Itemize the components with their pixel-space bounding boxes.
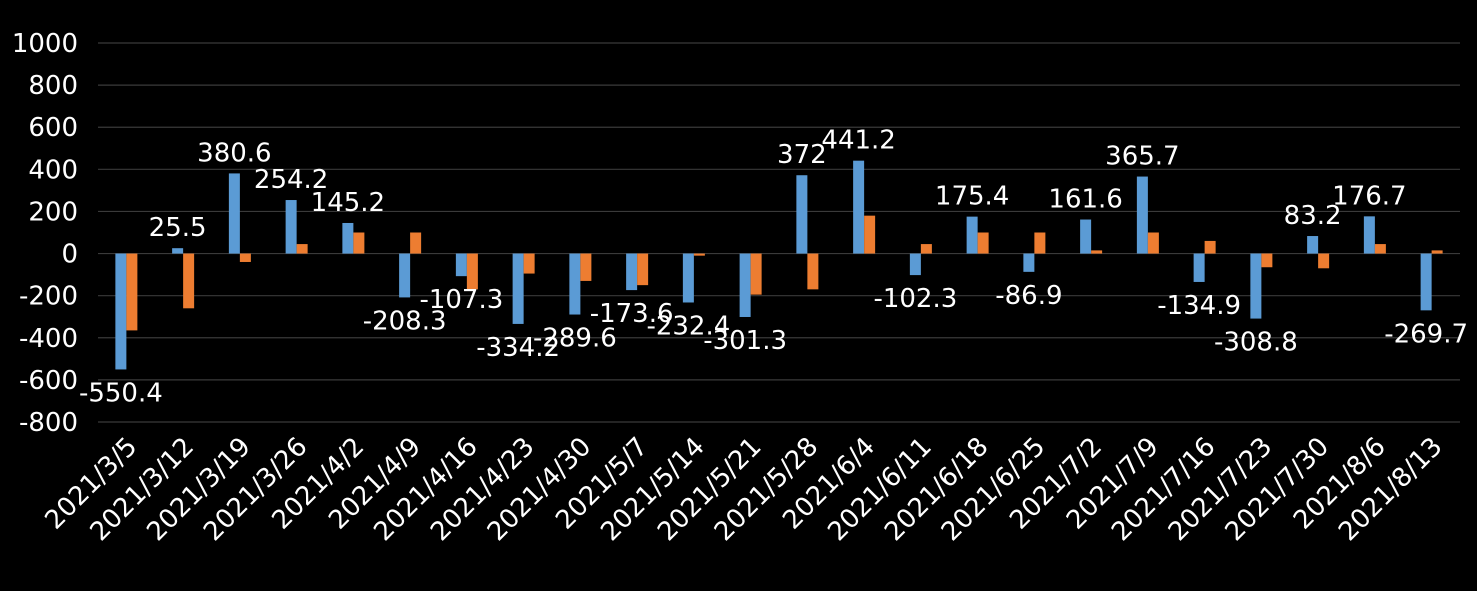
bar-blue <box>228 173 240 254</box>
bar-blue <box>909 253 921 276</box>
data-label: -289.6 <box>533 324 617 354</box>
data-label: 441.2 <box>821 126 895 156</box>
bar-orange <box>693 253 705 256</box>
data-label: -301.3 <box>703 326 787 356</box>
bar-orange <box>580 253 592 281</box>
y-tick-label: 600 <box>28 113 78 143</box>
bar-blue <box>115 253 127 370</box>
bar-blue <box>1023 253 1035 272</box>
bar-blue <box>739 253 751 317</box>
data-label: -134.9 <box>1157 291 1241 321</box>
y-tick-label: 1000 <box>12 29 78 59</box>
bar-blue <box>1307 236 1319 254</box>
bar-blue <box>966 216 978 254</box>
bar-blue <box>285 200 297 254</box>
bar-orange <box>1147 232 1159 254</box>
data-label: -107.3 <box>419 285 503 315</box>
gridlines <box>98 42 1460 423</box>
bar-blue <box>682 253 694 303</box>
bar-orange <box>410 232 422 254</box>
data-label: 365.7 <box>1105 142 1179 172</box>
bar-blue <box>399 253 411 298</box>
data-label: 83.2 <box>1284 201 1342 231</box>
bar-blue <box>455 253 467 277</box>
bar-orange <box>1374 244 1386 254</box>
x-axis: 2021/3/52021/3/122021/3/192021/3/262021/… <box>40 432 1449 547</box>
bar-orange <box>183 253 195 309</box>
bar-blue <box>853 160 865 254</box>
y-tick-label: -800 <box>19 408 78 438</box>
data-label: -86.9 <box>995 281 1062 311</box>
data-label: -308.8 <box>1214 328 1298 358</box>
y-tick-label: 800 <box>28 71 78 101</box>
bar-blue <box>1420 253 1432 311</box>
bar-orange <box>637 253 649 286</box>
y-tick-label: 200 <box>28 197 78 227</box>
y-tick-label: 400 <box>28 155 78 185</box>
bar-blue <box>796 175 808 254</box>
bar-orange <box>1261 253 1273 268</box>
data-label: 176.7 <box>1332 181 1406 211</box>
bar-orange <box>296 244 308 254</box>
bar-blue <box>172 248 184 254</box>
bar-blue <box>1136 176 1148 254</box>
bar-blue <box>342 222 354 254</box>
y-tick-label: 0 <box>61 240 78 270</box>
bar-orange <box>126 253 138 331</box>
bar-orange <box>807 253 819 290</box>
bar-blue <box>1080 219 1092 254</box>
bar-orange <box>1318 253 1330 269</box>
data-label: 145.2 <box>311 188 385 218</box>
bar-blue <box>1250 253 1262 319</box>
bar-orange <box>864 215 876 254</box>
bar-blue <box>569 253 581 315</box>
data-label: -334.2 <box>476 333 560 363</box>
bar-blue <box>1363 216 1375 254</box>
y-tick-label: -600 <box>19 366 78 396</box>
data-label: 161.6 <box>1048 185 1122 215</box>
data-label: 25.5 <box>149 213 207 243</box>
bar-orange <box>920 244 932 254</box>
data-label: 175.4 <box>935 182 1009 212</box>
bar-orange <box>353 232 365 254</box>
bar-orange <box>239 253 251 262</box>
bar-orange <box>1091 250 1103 254</box>
data-label: -208.3 <box>363 306 447 336</box>
bar-blue <box>1193 253 1205 282</box>
y-tick-label: -400 <box>19 324 78 354</box>
data-label: -550.4 <box>79 378 163 408</box>
bar-orange <box>1034 232 1046 254</box>
data-label: 380.6 <box>197 138 271 168</box>
data-label: -269.7 <box>1384 319 1468 349</box>
bar-blue <box>626 253 638 291</box>
data-label: 372 <box>777 140 827 170</box>
y-tick-label: -200 <box>19 282 78 312</box>
bar-orange <box>523 253 535 274</box>
bars <box>115 160 1443 370</box>
bar-orange <box>1431 250 1443 254</box>
data-label: -173.6 <box>590 299 674 329</box>
bar-orange <box>977 232 989 254</box>
bar-orange <box>1204 240 1216 254</box>
bar-blue <box>512 253 524 324</box>
bar-orange <box>466 253 478 290</box>
data-label: -232.4 <box>646 311 730 341</box>
bar-orange <box>750 253 762 295</box>
y-axis: 1000 800 600 400 200 0 -200 -400 -600 -800 <box>12 29 78 438</box>
data-label: -102.3 <box>873 284 957 314</box>
data-label: 254.2 <box>254 165 328 195</box>
